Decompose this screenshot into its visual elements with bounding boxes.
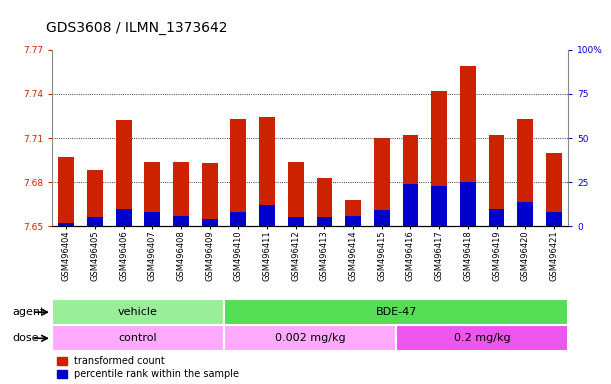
- Bar: [316, 217, 332, 226]
- Bar: [288, 162, 304, 226]
- Bar: [173, 162, 189, 226]
- Bar: [345, 200, 361, 226]
- Bar: [115, 209, 131, 226]
- Text: 0.2 mg/kg: 0.2 mg/kg: [454, 333, 511, 343]
- Text: vehicle: vehicle: [118, 307, 158, 317]
- Bar: [396, 325, 568, 351]
- Bar: [403, 184, 419, 226]
- Bar: [224, 299, 568, 325]
- Text: dose: dose: [12, 333, 38, 343]
- Text: BDE-47: BDE-47: [375, 307, 417, 317]
- Bar: [202, 219, 218, 226]
- Bar: [345, 215, 361, 226]
- Bar: [87, 217, 103, 226]
- Bar: [59, 223, 74, 226]
- Bar: [316, 178, 332, 226]
- Bar: [374, 210, 390, 226]
- Bar: [460, 66, 476, 226]
- Bar: [115, 121, 131, 226]
- Bar: [403, 135, 419, 226]
- Legend: transformed count, percentile rank within the sample: transformed count, percentile rank withi…: [57, 356, 240, 379]
- Bar: [460, 182, 476, 226]
- Text: agent: agent: [12, 307, 45, 317]
- Bar: [489, 209, 505, 226]
- Bar: [230, 119, 246, 226]
- Bar: [52, 325, 224, 351]
- Bar: [546, 212, 562, 226]
- Bar: [224, 325, 396, 351]
- Bar: [59, 157, 74, 226]
- Bar: [518, 202, 533, 226]
- Bar: [144, 212, 160, 226]
- Bar: [374, 138, 390, 226]
- Bar: [259, 118, 275, 226]
- Bar: [230, 212, 246, 226]
- Bar: [518, 119, 533, 226]
- Bar: [431, 91, 447, 226]
- Bar: [173, 215, 189, 226]
- Text: GDS3608 / ILMN_1373642: GDS3608 / ILMN_1373642: [46, 21, 227, 35]
- Bar: [489, 135, 505, 226]
- Bar: [431, 185, 447, 226]
- Bar: [546, 153, 562, 226]
- Bar: [288, 217, 304, 226]
- Text: 0.002 mg/kg: 0.002 mg/kg: [275, 333, 345, 343]
- Bar: [202, 163, 218, 226]
- Bar: [144, 162, 160, 226]
- Bar: [52, 299, 224, 325]
- Bar: [87, 170, 103, 226]
- Bar: [259, 205, 275, 226]
- Text: control: control: [119, 333, 157, 343]
